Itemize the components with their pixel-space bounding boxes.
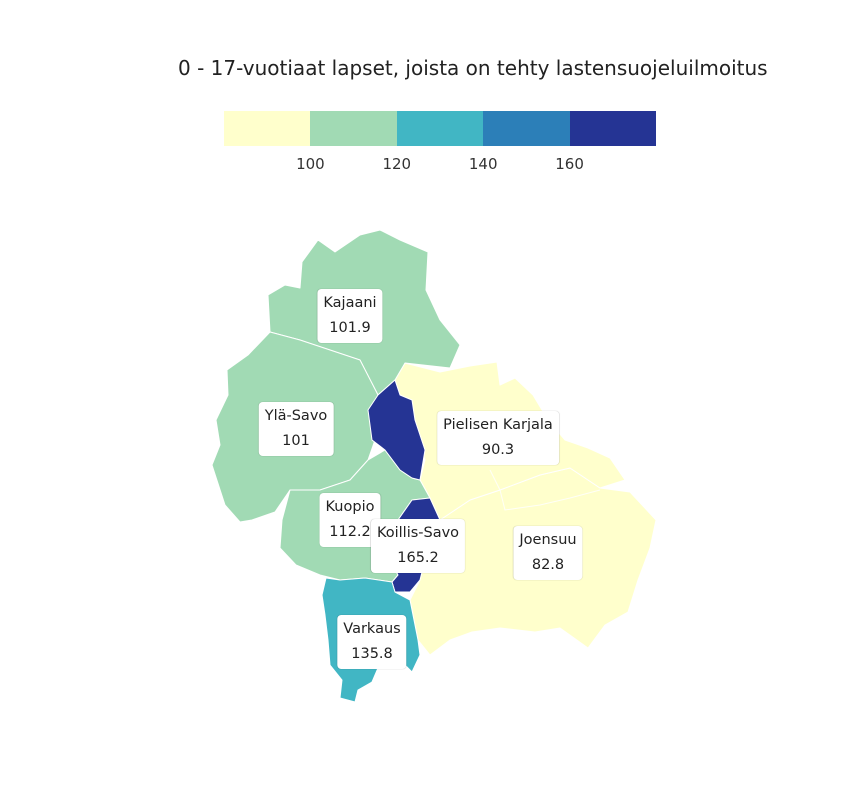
label-koillis-savo: Koillis-Savo 165.2: [370, 519, 466, 573]
label-varkaus: Varkaus 135.8: [337, 615, 407, 669]
label-varkaus-name: Varkaus: [343, 621, 401, 637]
subregion-boundary-joensuu: [499, 489, 601, 511]
legend-swatch-5: [569, 111, 656, 146]
label-kuopio-name: Kuopio: [325, 499, 375, 515]
label-kuopio-value: 112.2: [329, 524, 371, 540]
legend-tick-160: 160: [555, 155, 584, 173]
label-pielisen-karjala-name: Pielisen Karjala: [443, 417, 553, 433]
map-title: 0 - 17-vuotiaat lapset, joista on tehty …: [178, 56, 768, 80]
legend-tick-120: 120: [382, 155, 412, 173]
label-kajaani-name: Kajaani: [323, 295, 377, 311]
label-koillis-savo-name: Koillis-Savo: [376, 525, 460, 541]
legend-swatch-1: [224, 111, 311, 146]
legend-tick-100: 100: [296, 155, 325, 173]
label-pielisen-karjala-value: 90.3: [481, 442, 515, 458]
label-yla-savo-name: Ylä-Savo: [264, 408, 328, 424]
subregion-boundary-pielisen: [489, 469, 501, 491]
label-koillis-savo-value: 165.2: [397, 550, 439, 566]
label-yla-savo-value: 101: [282, 433, 310, 449]
legend-swatch-4: [483, 111, 570, 146]
label-joensuu: Joensuu 82.8: [513, 526, 583, 580]
legend-swatch-2: [310, 111, 397, 146]
label-joensuu-name: Joensuu: [519, 532, 577, 548]
label-pielisen-karjala: Pielisen Karjala 90.3: [437, 411, 559, 465]
legend-swatch-3: [396, 111, 484, 146]
label-kajaani-value: 101.9: [329, 320, 371, 336]
label-kuopio: Kuopio 112.2: [319, 493, 381, 547]
label-kajaani: Kajaani 101.9: [317, 289, 383, 343]
color-legend: 100 120 140 160: [224, 111, 656, 181]
label-varkaus-value: 135.8: [351, 646, 393, 662]
legend-tick-140: 140: [468, 155, 498, 173]
label-yla-savo: Ylä-Savo 101: [258, 402, 334, 456]
label-joensuu-value: 82.8: [531, 557, 565, 573]
